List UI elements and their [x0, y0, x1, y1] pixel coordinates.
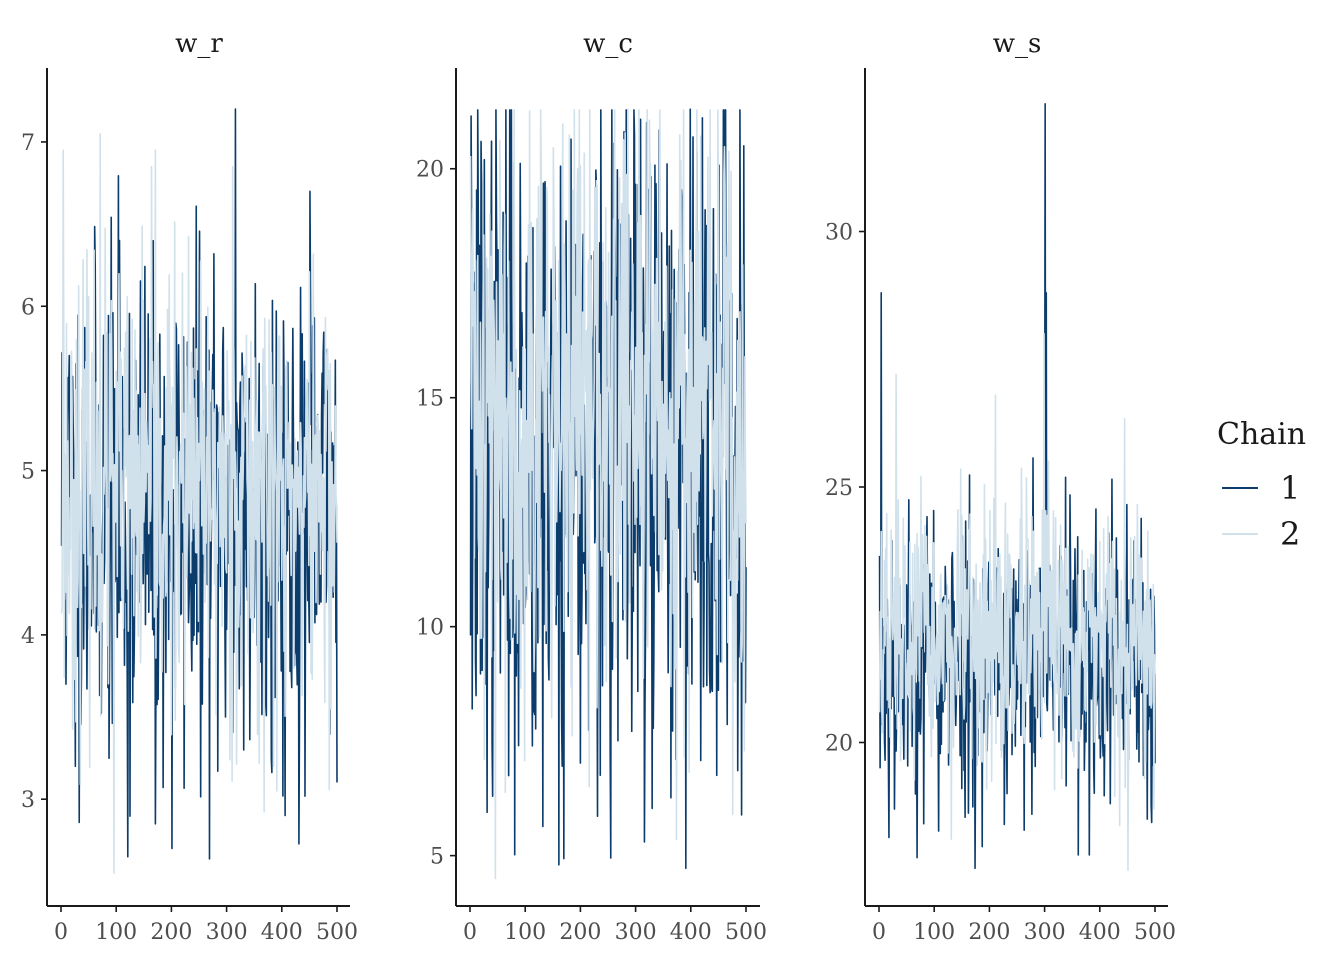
x-tick-label: 100 [95, 920, 137, 945]
trace-line-chain-2 [469, 108, 747, 880]
y-tick-label: 5 [430, 845, 444, 870]
y-tick-label: 7 [21, 131, 35, 156]
y-tick-label: 6 [21, 295, 35, 320]
y-tick-label: 15 [416, 387, 444, 412]
y-tick-label: 25 [825, 476, 853, 501]
x-tick-label: 200 [968, 920, 1010, 945]
y-tick-label: 5 [21, 460, 35, 485]
x-tick-label: 200 [559, 920, 601, 945]
x-tick-label: 100 [913, 920, 955, 945]
x-tick-label: 500 [1134, 920, 1176, 945]
x-tick-label: 300 [206, 920, 248, 945]
x-tick-label: 100 [504, 920, 546, 945]
x-tick-label: 400 [670, 920, 712, 945]
panel-title: w_c [583, 29, 633, 59]
legend-title: Chain [1217, 417, 1306, 452]
x-tick-label: 400 [1079, 920, 1121, 945]
trace-line-chain-2 [878, 332, 1156, 872]
x-tick-label: 0 [54, 920, 68, 945]
panel-title: w_r [175, 29, 223, 59]
legend-label-chain-1: 1 [1280, 469, 1300, 507]
y-tick-label: 20 [416, 158, 444, 183]
x-tick-label: 0 [872, 920, 886, 945]
legend-label-chain-2: 2 [1280, 515, 1300, 553]
x-tick-label: 500 [725, 920, 767, 945]
y-tick-label: 3 [21, 788, 35, 813]
x-tick-label: 300 [615, 920, 657, 945]
x-tick-label: 400 [261, 920, 303, 945]
y-tick-label: 4 [21, 624, 35, 649]
x-tick-label: 200 [150, 920, 192, 945]
panel-w-r: 3 4 5 6 7 0 100 200 300 400 500 w_r [21, 29, 358, 945]
trace-line-chain-2 [60, 132, 338, 874]
y-tick-label: 20 [825, 731, 853, 756]
x-tick-label: 300 [1024, 920, 1066, 945]
legend: Chain 1 2 [1217, 417, 1306, 553]
x-tick-label: 500 [316, 920, 358, 945]
y-tick-label: 30 [825, 221, 853, 246]
panel-title: w_s [993, 29, 1042, 59]
y-tick-label: 10 [416, 616, 444, 641]
x-tick-label: 0 [463, 920, 477, 945]
